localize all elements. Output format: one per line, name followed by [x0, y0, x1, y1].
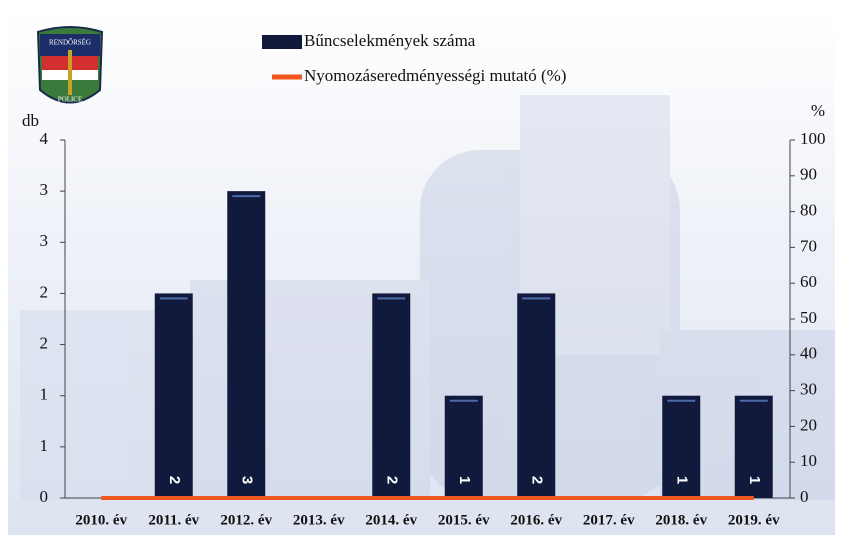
- x-tick-label: 2012. év: [220, 512, 272, 528]
- y2-tick-label: 80: [800, 201, 817, 220]
- y2-tick-label: 100: [800, 129, 826, 148]
- y2-tick-label: 0: [800, 487, 809, 506]
- y2-tick-label: 20: [800, 415, 817, 434]
- x-tick-label: 2011. év: [148, 512, 199, 528]
- data-label: 1: [456, 476, 473, 484]
- legend-label: Nyomozáseredményességi mutató (%): [304, 66, 566, 85]
- y-axis-title: db: [22, 111, 39, 130]
- y2-tick-label: 10: [800, 451, 817, 470]
- y-tick-label: 3: [40, 231, 49, 250]
- legend-swatch: [262, 35, 302, 49]
- data-label: 2: [166, 476, 183, 484]
- y2-tick-label: 40: [800, 344, 817, 363]
- x-tick-label: 2015. év: [438, 512, 490, 528]
- bar: [372, 293, 410, 498]
- y2-tick-label: 60: [800, 272, 817, 291]
- data-label: 1: [673, 476, 690, 484]
- y-tick-label: 2: [40, 333, 49, 352]
- data-label: 2: [383, 476, 400, 484]
- y-tick-label: 2: [40, 282, 49, 301]
- chart: RENDŐRSÉG POLICE db % 011223340102030405…: [0, 0, 843, 543]
- bar: [155, 293, 193, 498]
- data-label: 3: [238, 476, 255, 484]
- x-tick-label: 2013. év: [293, 512, 345, 528]
- y2-tick-label: 70: [800, 236, 817, 255]
- data-label: 1: [746, 476, 763, 484]
- logo: RENDŐRSÉG POLICE: [38, 27, 102, 104]
- y-tick-label: 3: [40, 180, 49, 199]
- y-tick-label: 1: [40, 436, 49, 455]
- logo-text: POLICE: [58, 96, 83, 104]
- y2-tick-label: 50: [800, 308, 817, 327]
- data-label: 2: [528, 476, 545, 484]
- logo-text: RENDŐRSÉG: [49, 39, 91, 47]
- x-tick-label: 2017. év: [583, 512, 635, 528]
- y-tick-label: 4: [40, 129, 49, 148]
- y2-tick-label: 30: [800, 380, 817, 399]
- bar: [227, 191, 265, 498]
- y2-axis-title: %: [811, 101, 825, 120]
- x-tick-label: 2019. év: [728, 512, 780, 528]
- x-tick-label: 2018. év: [655, 512, 707, 528]
- bar: [517, 293, 555, 498]
- legend-label: Bűncselekmények száma: [304, 31, 476, 50]
- y2-tick-label: 90: [800, 165, 817, 184]
- x-tick-label: 2014. év: [365, 512, 417, 528]
- x-tick-label: 2010. év: [75, 512, 127, 528]
- x-tick-label: 2016. év: [510, 512, 562, 528]
- y-tick-label: 1: [40, 385, 49, 404]
- y-tick-label: 0: [40, 487, 49, 506]
